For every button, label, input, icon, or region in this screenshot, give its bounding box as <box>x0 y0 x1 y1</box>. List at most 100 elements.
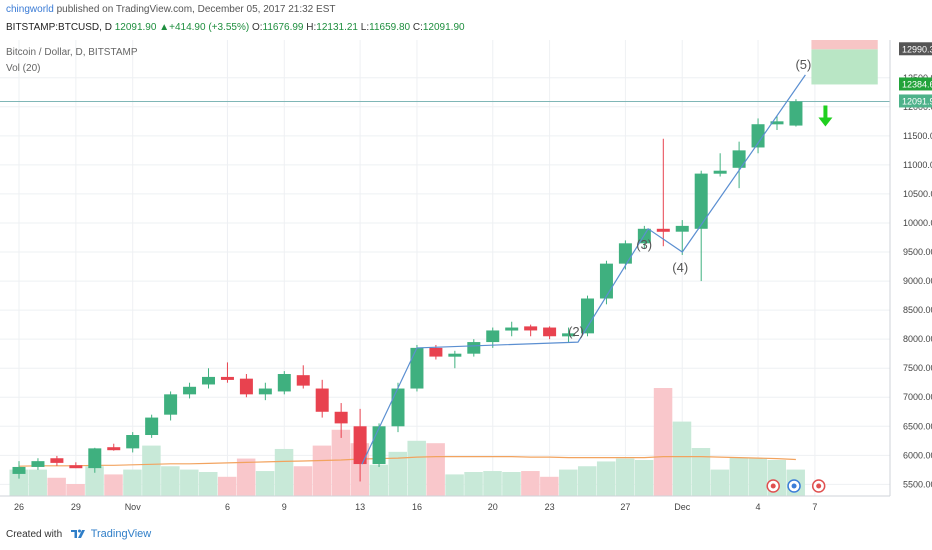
volume-bar <box>672 421 692 496</box>
tradingview-brand[interactable]: TradingView <box>90 528 152 540</box>
volume-bar <box>426 443 445 496</box>
volume-bar <box>142 445 161 496</box>
y-tick-label: 11500.00 <box>903 131 932 141</box>
x-tick-label: 23 <box>545 502 555 512</box>
elliott-wave-line <box>361 74 806 465</box>
publish-info: chingworld published on TradingView.com,… <box>6 4 335 15</box>
y-tick-label: 5500.00 <box>903 479 932 489</box>
volume-bar <box>66 484 85 496</box>
volume-bar <box>274 448 294 496</box>
candle-body <box>50 458 64 463</box>
up-triangle-icon: ▲ <box>159 22 170 33</box>
volume-bar <box>710 469 730 496</box>
candle-body <box>258 388 272 395</box>
candle-body <box>69 465 83 469</box>
price-label: 12384.67 <box>902 79 932 89</box>
candle-body <box>713 170 727 174</box>
y-tick-label: 9000.00 <box>903 276 932 286</box>
event-flag-dot <box>770 483 776 489</box>
price-chart[interactable]: (2) (3) (4) (5) 5500.00 6000.00 6500.00 7000.00… <box>0 0 932 518</box>
y-tick-label: 11000.00 <box>903 160 932 170</box>
y-tick-label: 8000.00 <box>903 334 932 344</box>
x-tick-label: Nov <box>125 502 142 512</box>
candle-body <box>732 150 746 168</box>
wave-label: (3) <box>636 237 652 252</box>
wave-label: (5) <box>795 57 811 72</box>
price-label-bg <box>899 94 932 108</box>
volume-bar <box>483 471 502 496</box>
volume-bar <box>104 474 123 496</box>
volume-bar <box>388 451 407 496</box>
x-tick-label: 29 <box>71 502 81 512</box>
price-label-bg <box>899 77 932 91</box>
candle-body <box>618 243 632 264</box>
volume-bar <box>161 466 180 496</box>
volume-bar <box>331 429 351 496</box>
volume-bar <box>502 472 521 496</box>
candle-body <box>220 376 234 380</box>
footer: Created with TradingView <box>0 518 932 550</box>
chart-header: chingworld published on TradingView.com,… <box>0 0 932 40</box>
candle-body <box>543 327 557 337</box>
candle-body <box>12 466 26 474</box>
volume-legend: Vol (20) <box>6 63 41 74</box>
x-tick-label: 13 <box>355 502 365 512</box>
candle-body <box>296 375 310 386</box>
candle-body <box>126 435 140 449</box>
volume-bar <box>255 471 275 496</box>
candle-body <box>88 448 102 469</box>
candle-body <box>448 353 462 357</box>
volume-bar <box>9 469 28 496</box>
volume-bar <box>293 466 313 496</box>
low-label: L: <box>360 22 370 33</box>
volume-bar <box>521 471 540 496</box>
x-tick-label: 9 <box>282 502 287 512</box>
x-tick-label: 4 <box>756 502 761 512</box>
volume-bar <box>464 472 483 496</box>
publisher-link[interactable]: chingworld <box>6 4 54 15</box>
candle-body <box>334 411 348 424</box>
candle-body <box>410 347 424 389</box>
volume-bar <box>407 440 426 496</box>
candle-body <box>599 263 613 299</box>
volume-bar <box>369 464 389 496</box>
volume-bar <box>691 448 711 496</box>
candle-body <box>505 327 519 331</box>
close-value: 12091.90 <box>422 22 465 33</box>
tradingview-logo-icon <box>70 529 85 538</box>
x-tick-label: Dec <box>674 502 691 512</box>
volume-bar <box>615 458 635 496</box>
volume-bar <box>559 469 578 496</box>
volume-bar <box>653 388 673 496</box>
open-label: O: <box>251 22 263 33</box>
candle-body <box>145 417 159 436</box>
y-tick-label: 6000.00 <box>903 450 932 460</box>
price-label: 12990.32 <box>902 44 932 54</box>
candle-body <box>107 447 121 451</box>
wave-label: (2) <box>568 324 584 339</box>
volume-bar <box>217 476 237 496</box>
volume-bar <box>28 469 47 496</box>
volume-bar <box>634 460 654 496</box>
candle-body <box>239 378 253 395</box>
candle-body <box>656 228 670 232</box>
volume-bar <box>578 466 597 496</box>
volume-ma-line <box>18 456 796 467</box>
volume-bar <box>540 476 559 496</box>
x-tick-label: 27 <box>620 502 630 512</box>
x-tick-label: 7 <box>812 502 817 512</box>
candle-body <box>770 121 784 125</box>
created-with-text: Created with <box>6 529 63 540</box>
published-text: published on TradingView.com, December 0… <box>56 4 336 15</box>
candle-body <box>183 386 197 395</box>
close-label: C: <box>412 22 423 33</box>
volume-bar <box>445 474 464 496</box>
y-tick-label: 6500.00 <box>903 421 932 431</box>
candle-body <box>429 347 443 357</box>
chart-legend-title: Bitcoin / Dollar, D, BITSTAMP <box>6 47 138 58</box>
candle-body <box>31 461 45 467</box>
y-tick-label: 8500.00 <box>903 305 932 315</box>
x-tick-label: 16 <box>412 502 422 512</box>
x-tick-label: 20 <box>488 502 498 512</box>
event-flag-dot <box>816 483 822 489</box>
